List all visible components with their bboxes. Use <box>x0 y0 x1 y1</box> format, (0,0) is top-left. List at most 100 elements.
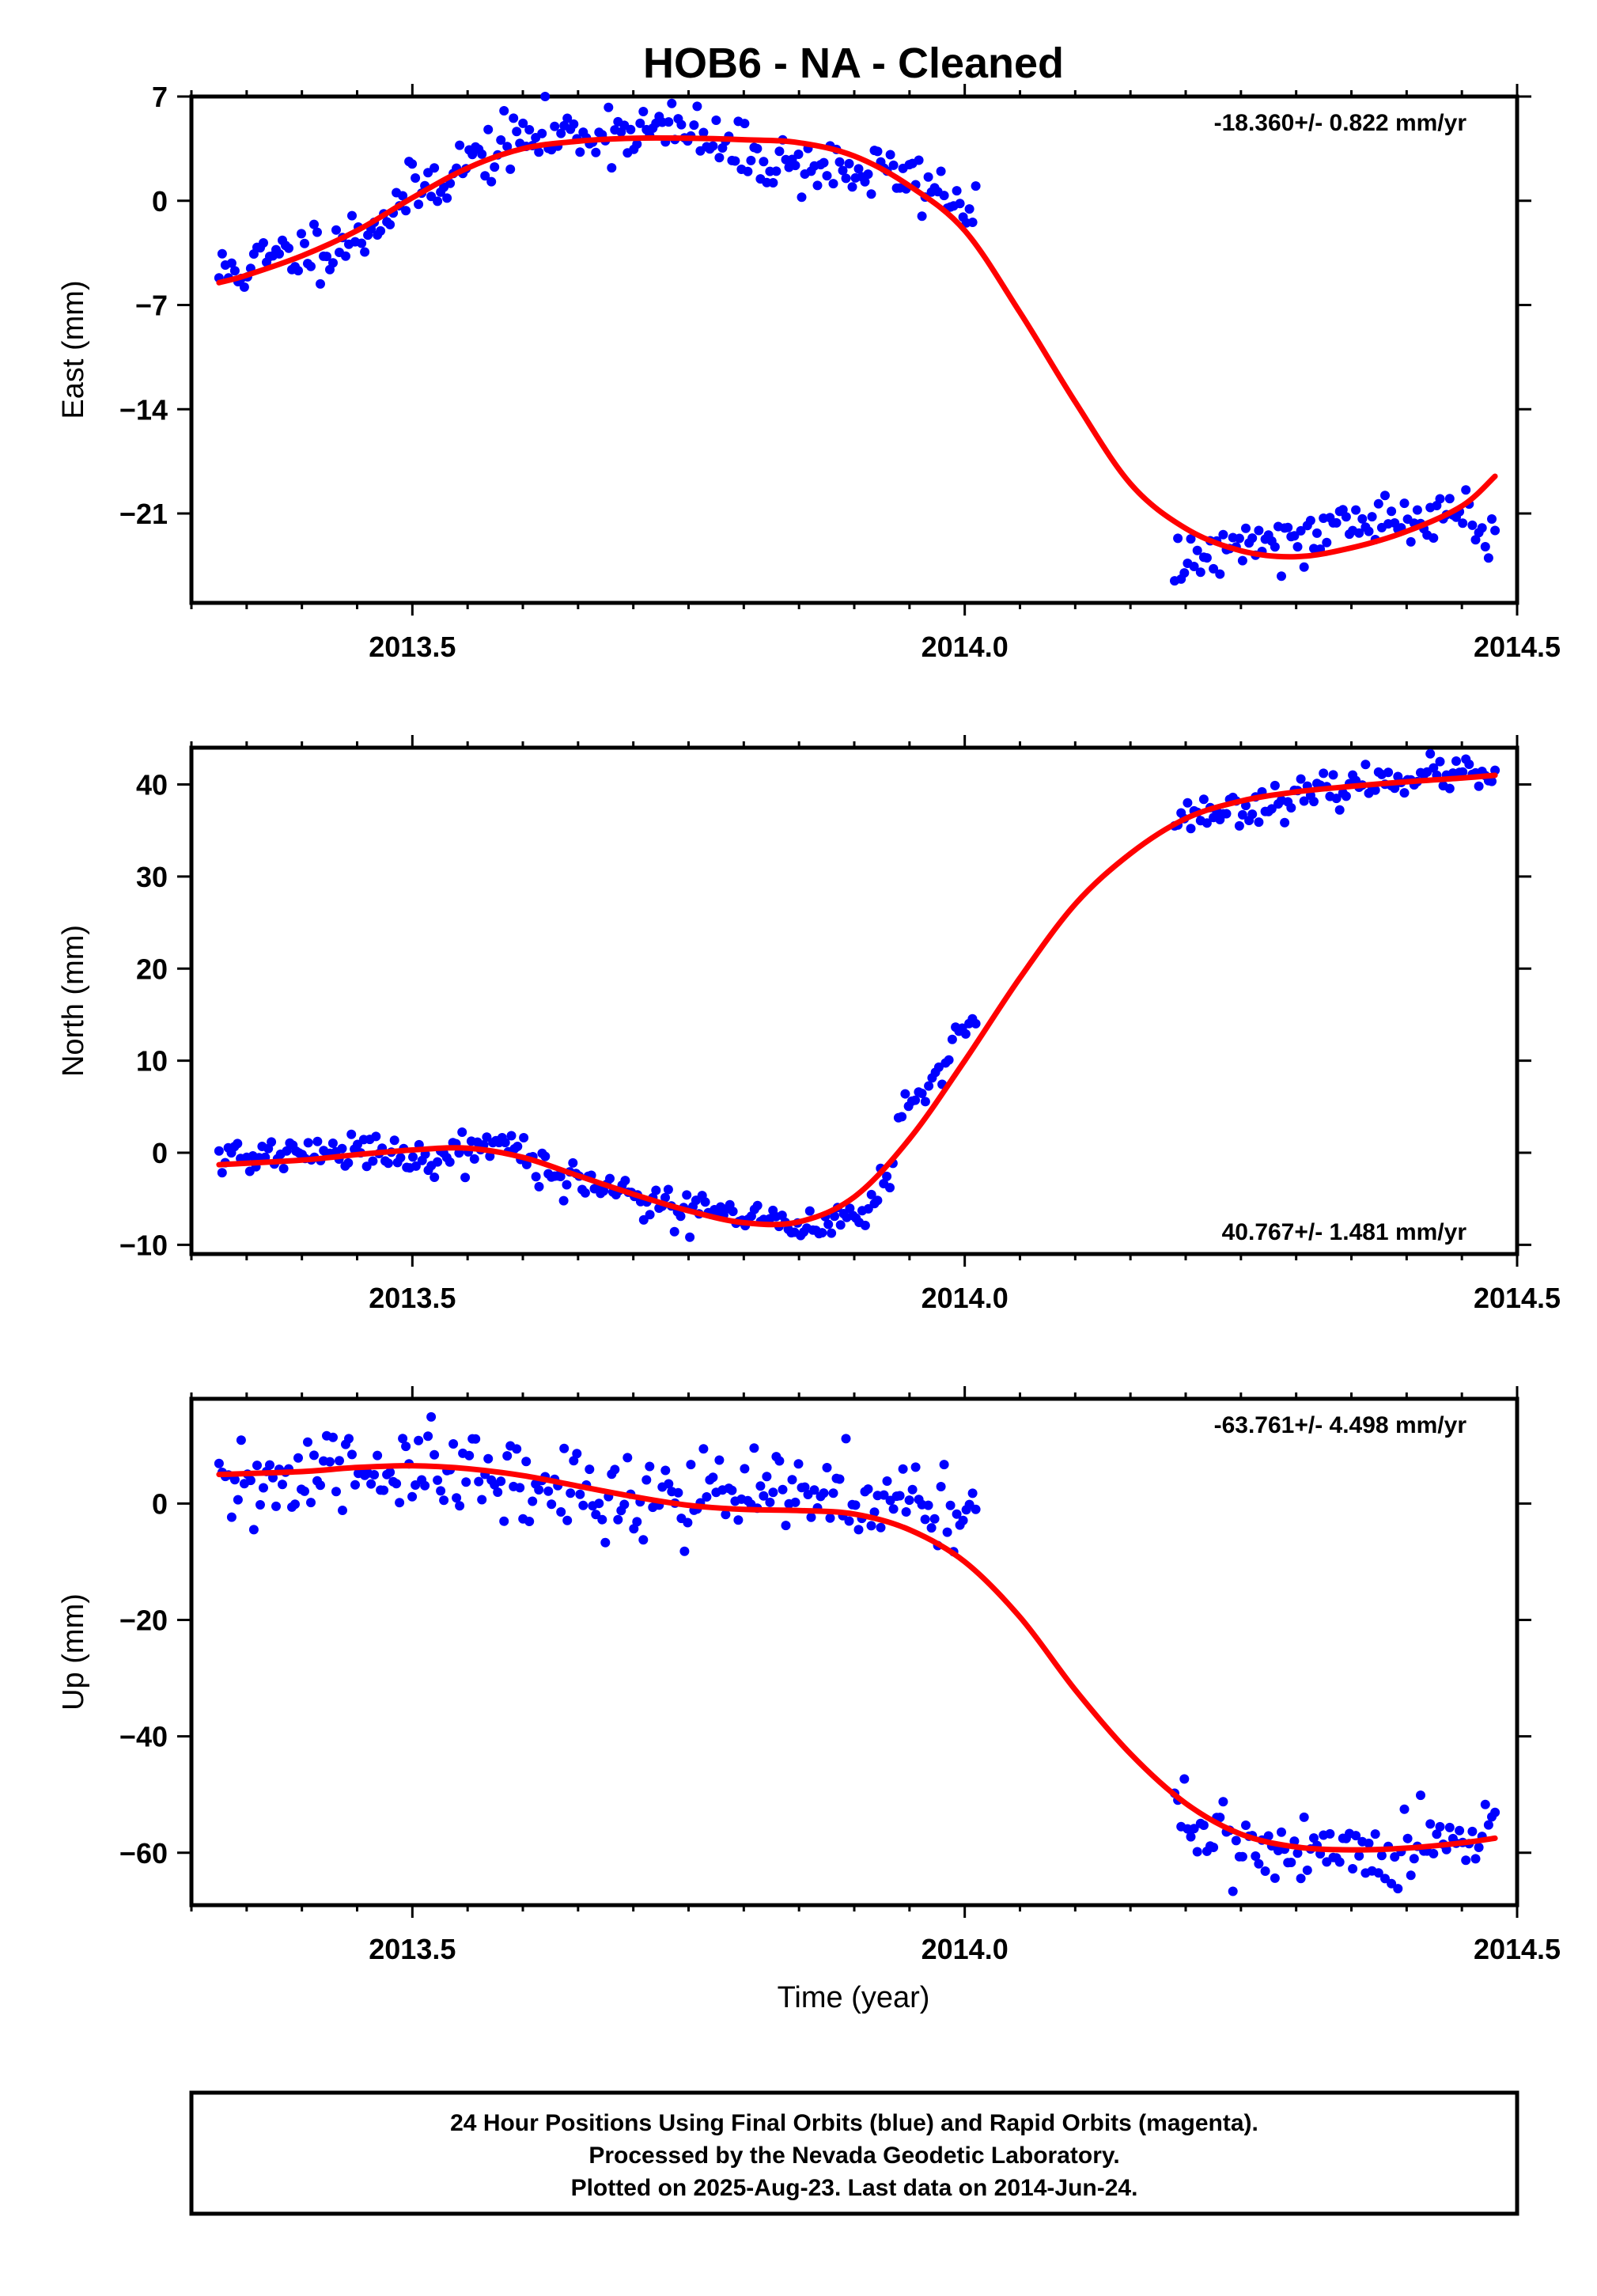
x-tick-label: 2013.5 <box>369 1282 456 1314</box>
x-axis-label: Time (year) <box>778 1981 930 2014</box>
rate-label: -18.360+/- 0.822 mm/yr <box>1214 110 1467 136</box>
data-point <box>534 1485 544 1495</box>
data-point <box>869 1507 880 1517</box>
data-point <box>233 1495 243 1505</box>
data-point <box>711 116 721 125</box>
data-point <box>496 135 506 145</box>
data-point <box>521 1457 532 1467</box>
data-point <box>411 1161 421 1171</box>
data-point <box>248 1525 259 1535</box>
data-point <box>604 102 614 112</box>
data-point <box>344 1434 354 1444</box>
data-point <box>740 119 750 129</box>
data-point <box>578 1500 588 1510</box>
data-point <box>455 140 465 150</box>
data-point <box>1228 1886 1238 1896</box>
data-point <box>537 128 547 138</box>
data-point <box>1221 809 1232 819</box>
data-point <box>562 113 573 123</box>
data-point <box>847 182 857 192</box>
data-point <box>733 1515 744 1525</box>
data-point <box>1348 1864 1358 1874</box>
data-point <box>638 1535 649 1545</box>
data-point <box>1277 1827 1286 1837</box>
data-point <box>898 1464 908 1474</box>
data-point <box>1218 1797 1228 1807</box>
data-point <box>910 1095 921 1105</box>
data-point <box>385 219 395 229</box>
data-point <box>1331 517 1342 528</box>
data-point <box>939 1460 949 1470</box>
fit-line <box>216 135 1498 560</box>
data-point <box>936 1482 946 1491</box>
data-point <box>455 1501 465 1511</box>
data-point <box>540 1151 551 1161</box>
data-point <box>743 166 753 176</box>
data-point <box>1331 794 1342 804</box>
data-point <box>1254 1858 1264 1869</box>
data-point <box>361 1161 372 1172</box>
data-point <box>806 1512 816 1522</box>
data-point <box>728 1207 738 1217</box>
data-point <box>322 252 331 262</box>
data-point <box>759 157 769 167</box>
data-point <box>967 218 978 227</box>
data-point <box>1286 1858 1296 1867</box>
data-point <box>1444 1822 1455 1832</box>
data-point <box>534 147 544 157</box>
data-point <box>660 1465 671 1476</box>
data-point <box>1393 1884 1403 1894</box>
data-point <box>872 146 883 157</box>
data-point <box>550 121 560 131</box>
data-point <box>430 1173 440 1182</box>
data-point <box>955 199 965 209</box>
data-point <box>683 1517 693 1528</box>
y-tick-label: −40 <box>119 1721 168 1753</box>
data-point <box>1341 791 1351 801</box>
data-point <box>366 1479 377 1489</box>
data-point <box>401 206 411 216</box>
y-tick-label: 40 <box>136 769 168 801</box>
data-point <box>328 258 338 268</box>
data-point <box>1292 1848 1303 1858</box>
data-point <box>569 1456 579 1466</box>
data-point <box>1373 498 1383 509</box>
data-point <box>282 1146 292 1156</box>
data-point <box>1470 1854 1481 1864</box>
data-point <box>1429 1848 1439 1858</box>
data-point <box>768 178 778 188</box>
data-point <box>445 1157 455 1167</box>
data-point <box>426 1411 437 1422</box>
data-point <box>900 1089 910 1099</box>
data-point <box>547 1499 557 1510</box>
data-point <box>543 1486 554 1496</box>
rate-label: 40.767+/- 1.481 mm/yr <box>1222 1219 1467 1245</box>
data-point <box>331 1487 341 1497</box>
data-point <box>217 1168 227 1178</box>
data-point <box>519 1133 529 1142</box>
data-point <box>1270 1873 1280 1883</box>
data-point <box>439 1495 449 1506</box>
data-point <box>663 1184 673 1195</box>
data-point <box>1263 1831 1273 1841</box>
y-tick-label: 7 <box>152 81 168 113</box>
data-point <box>316 1480 325 1491</box>
data-point <box>585 1464 595 1475</box>
data-point <box>626 124 636 135</box>
data-point <box>809 1485 819 1495</box>
data-point <box>964 204 974 214</box>
data-point <box>591 147 601 157</box>
data-point <box>702 1492 712 1502</box>
data-point <box>368 1156 378 1166</box>
data-point <box>967 1488 978 1498</box>
data-point <box>389 1135 399 1146</box>
data-point <box>1429 533 1439 543</box>
data-points <box>214 1411 1500 1896</box>
data-point <box>685 1232 695 1242</box>
data-point <box>1325 1828 1335 1839</box>
data-point <box>1192 545 1202 555</box>
y-tick-label: 0 <box>152 1137 168 1169</box>
data-point <box>844 1516 854 1526</box>
data-point <box>721 1510 731 1520</box>
